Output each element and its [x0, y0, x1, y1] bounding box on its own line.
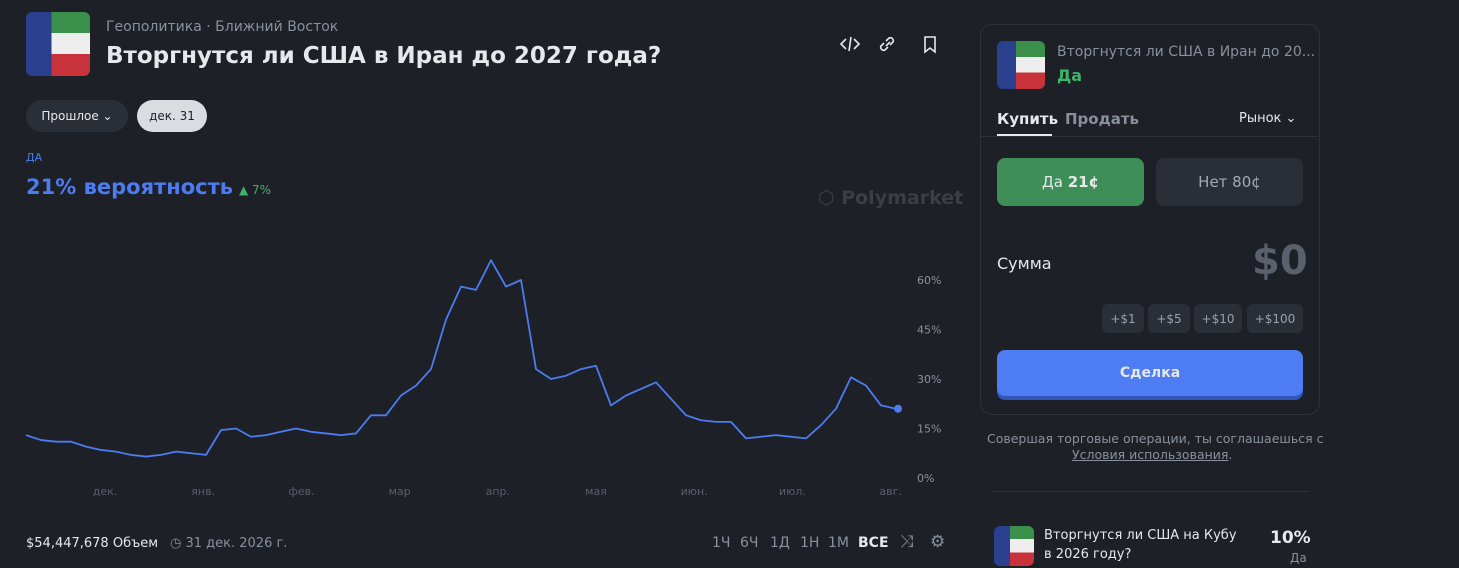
yes-price: 21¢ — [1067, 173, 1099, 191]
tab-underline — [997, 134, 1052, 136]
chart: 0% 15% 30% 45% 60% дек. янв. фев. мар апр. мая июн.… — [25, 259, 941, 498]
past-label: Прошлое — [41, 109, 99, 123]
title: Вторгнутся ли США в Иран до 2027 года? — [106, 43, 662, 69]
range-button[interactable]: 6Ч — [740, 535, 759, 551]
terms-line: Условия использования. — [1072, 447, 1232, 462]
x-tick-label: фев. — [288, 485, 314, 498]
change-value: 7% — [252, 183, 272, 197]
related-icon — [994, 526, 1034, 566]
y-tick-label: 15% — [917, 423, 941, 436]
x-tick-label: мая — [585, 485, 607, 498]
subcategory[interactable]: Ближний Восток — [215, 19, 339, 35]
y-tick-label: 0% — [917, 472, 934, 485]
no-button[interactable]: Нет 80¢ — [1156, 158, 1303, 206]
price-line — [25, 259, 897, 458]
probability: 21% вероятность — [26, 175, 234, 199]
x-tick-label: апр. — [486, 485, 510, 498]
end-date-text: 31 дек. 2026 г. — [185, 536, 288, 551]
category[interactable]: Геополитика — [106, 19, 202, 35]
y-tick-label: 45% — [917, 324, 941, 337]
buy-tab[interactable]: Купить — [997, 110, 1059, 128]
breadcrumb: Геополитика · Ближний Восток — [106, 19, 339, 35]
order-type-text: Рынок — [1239, 111, 1282, 126]
end-dot — [894, 404, 902, 413]
quick-add-button[interactable]: +$1 — [1102, 304, 1144, 333]
divider — [980, 136, 1318, 137]
panel-market: Вторгнутся ли США в Иран до 20... — [1057, 44, 1316, 60]
terms-text: Совершая торговые операции, ты соглашаеш… — [987, 431, 1324, 446]
sell-tab[interactable]: Продать — [1065, 110, 1140, 128]
terms-period: . — [1228, 447, 1233, 462]
change: ▲ 7% — [239, 183, 272, 197]
yes-label: Да — [1041, 173, 1063, 191]
outcome-name: ДА — [26, 151, 43, 164]
x-tick-label: янв. — [191, 485, 215, 498]
range-button[interactable]: 1Н — [800, 535, 820, 551]
y-tick-label: 60% — [917, 274, 941, 287]
range-button[interactable]: 1Ч — [712, 535, 731, 551]
date-filter[interactable]: дек. 31 — [137, 100, 207, 132]
volume: $54,447,678 Объем — [26, 536, 159, 551]
trade-panel — [980, 24, 1320, 415]
quick-add-button[interactable]: +$100 — [1247, 304, 1303, 333]
related-title[interactable]: Вторгнутся ли США на Кубу в 2026 году? — [1044, 528, 1237, 562]
yes-button[interactable]: Да 21¢ — [997, 158, 1144, 206]
quick-add-button[interactable]: +$10 — [1194, 304, 1242, 333]
related-probability: 10% — [1270, 528, 1311, 548]
trade-button[interactable]: Сделка — [997, 350, 1303, 396]
range-button[interactable]: 1М — [828, 535, 849, 551]
panel-icon — [997, 41, 1045, 89]
header-icons[interactable] — [838, 33, 948, 55]
x-tick-label: июл. — [779, 485, 806, 498]
past-filter[interactable]: Прошлое ⌄ — [26, 100, 128, 132]
range-button[interactable]: 1Д — [770, 535, 790, 551]
market-icon — [26, 12, 90, 76]
terms-link[interactable]: Условия использования — [1072, 447, 1229, 462]
order-type[interactable]: Рынок ⌄ — [1239, 111, 1297, 126]
amount-label: Сумма — [997, 254, 1052, 273]
watermark-text: Polymarket — [841, 187, 964, 209]
shuffle-icon[interactable]: ⤨ — [900, 532, 914, 552]
x-tick-label: дек. — [93, 485, 118, 498]
x-tick-label: июн. — [681, 485, 708, 498]
y-tick-label: 30% — [917, 373, 941, 386]
end-date: ◷ 31 дек. 2026 г. — [170, 536, 288, 551]
x-tick-label: авг. — [879, 485, 902, 498]
range-button[interactable]: ВСЕ — [858, 535, 889, 551]
panel-outcome: Да — [1057, 66, 1083, 85]
quick-add-button[interactable]: +$5 — [1148, 304, 1190, 333]
x-tick-label: мар — [389, 485, 411, 498]
divider — [992, 491, 1308, 492]
watermark: ⬡ Polymarket — [818, 187, 964, 209]
settings-icon[interactable]: ⚙ — [930, 532, 946, 552]
amount-input[interactable]: $0 — [1252, 238, 1308, 284]
related-outcome: Да — [1290, 551, 1307, 565]
